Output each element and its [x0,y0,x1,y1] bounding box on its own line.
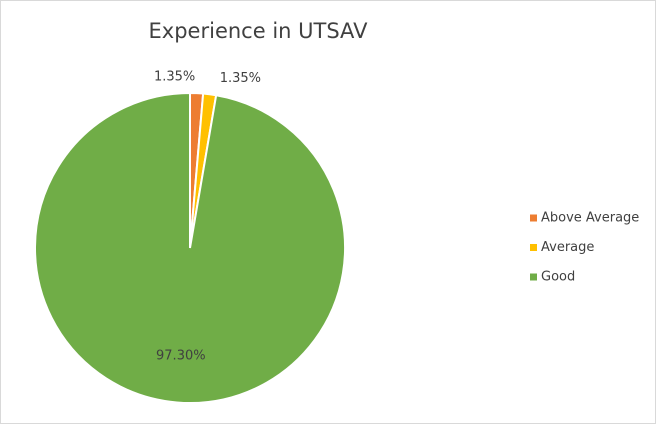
chart-title: Experience in UTSAV [149,19,369,43]
legend-label: Average [541,240,594,255]
legend-label: Good [541,270,575,285]
data-label: 1.35% [220,71,261,86]
data-label: 1.35% [154,70,195,85]
legend-swatch [530,273,537,281]
data-label: 97.30% [156,349,206,364]
pie-slice [34,91,346,404]
legend-swatch [530,244,537,251]
legend-swatch [530,214,537,222]
legend-label: Above Average [541,211,639,226]
